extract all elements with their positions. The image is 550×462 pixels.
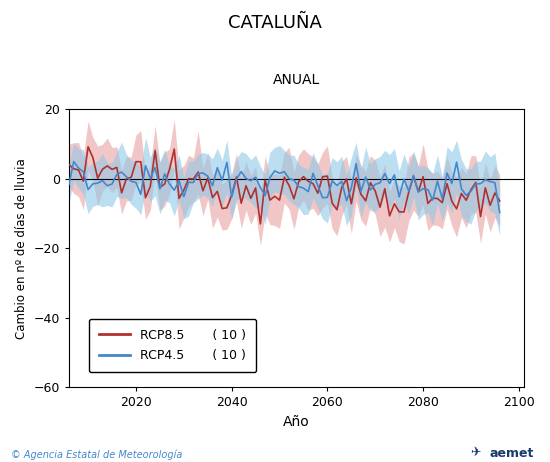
X-axis label: Año: Año [283,414,310,429]
Text: CATALUÑA: CATALUÑA [228,14,322,32]
Text: ✈: ✈ [470,447,481,460]
Legend: RCP8.5       ( 10 ), RCP4.5       ( 10 ): RCP8.5 ( 10 ), RCP4.5 ( 10 ) [89,319,256,372]
Text: © Agencia Estatal de Meteorología: © Agencia Estatal de Meteorología [11,449,183,460]
Text: aemet: aemet [489,447,534,460]
Title: ANUAL: ANUAL [273,73,320,87]
Y-axis label: Cambio en nº de días de lluvia: Cambio en nº de días de lluvia [15,158,28,339]
